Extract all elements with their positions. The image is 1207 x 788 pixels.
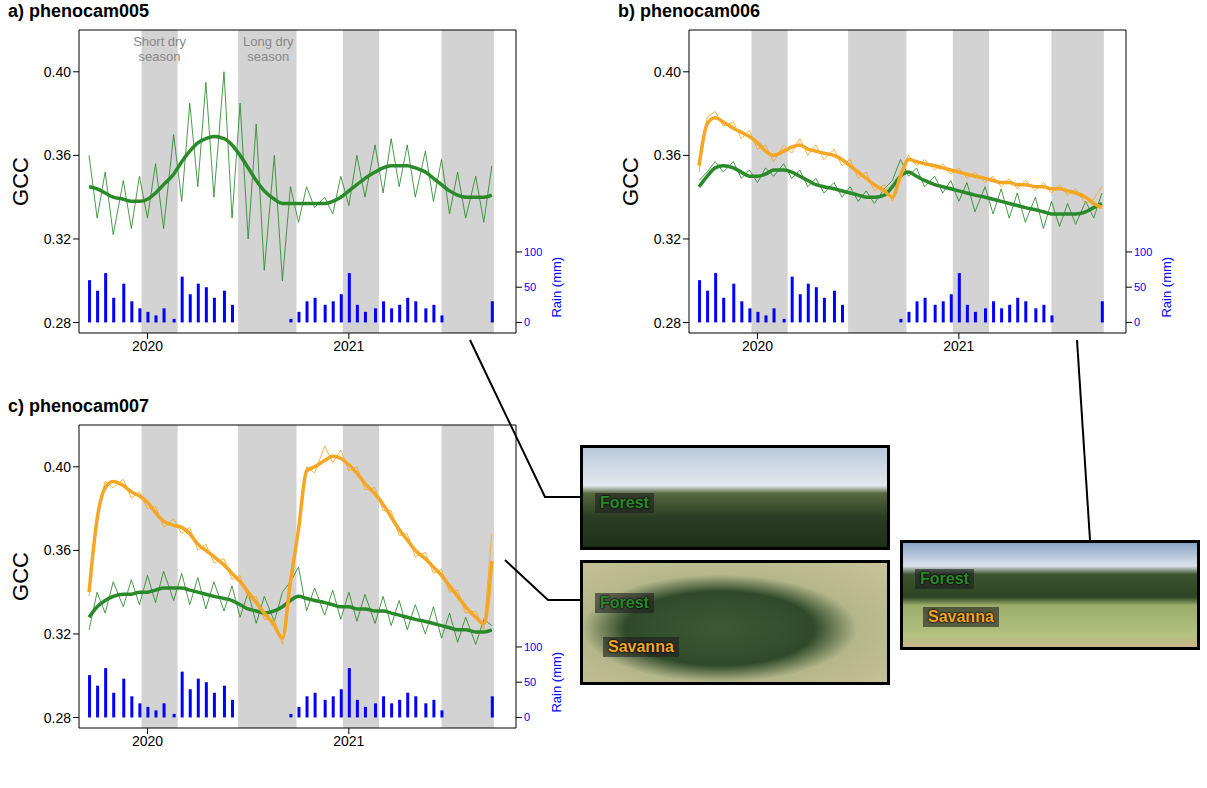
svg-text:0.40: 0.40 <box>44 459 71 475</box>
svg-text:2020: 2020 <box>132 338 163 354</box>
svg-text:50: 50 <box>524 281 536 293</box>
html-text:a) phenocam005: a) phenocam005 <box>8 1 150 21</box>
svg-text:0.40: 0.40 <box>44 64 71 80</box>
svg-text:Rain (mm): Rain (mm) <box>1159 257 1174 318</box>
svg-text:0: 0 <box>524 711 530 723</box>
html-text:c) phenocam007: c) phenocam007 <box>8 396 150 416</box>
svg-text:2020: 2020 <box>132 733 163 749</box>
svg-text:0: 0 <box>524 316 530 328</box>
html-text:Forest: Forest <box>600 593 649 611</box>
svg-text:0.36: 0.36 <box>654 147 681 163</box>
svg-text:0.28: 0.28 <box>44 710 71 726</box>
html-text:Savanna: Savanna <box>608 637 674 655</box>
svg-text:0.28: 0.28 <box>44 315 71 331</box>
html-text:b) phenocam006: b) phenocam006 <box>618 1 760 21</box>
svg-text:0.28: 0.28 <box>654 315 681 331</box>
svg-text:50: 50 <box>1134 281 1146 293</box>
svg-text:100: 100 <box>524 641 542 653</box>
svg-text:2021: 2021 <box>333 733 364 749</box>
svg-text:0.40: 0.40 <box>654 64 681 80</box>
svg-text:100: 100 <box>524 246 542 258</box>
svg-text:Rain (mm): Rain (mm) <box>549 257 564 318</box>
svg-text:0.32: 0.32 <box>44 626 71 642</box>
svg-text:0.32: 0.32 <box>654 231 681 247</box>
svg-text:0.36: 0.36 <box>44 542 71 558</box>
svg-text:0: 0 <box>1134 316 1140 328</box>
svg-text:100: 100 <box>1134 246 1152 258</box>
html-text:Forest: Forest <box>920 570 969 587</box>
svg-text:2020: 2020 <box>742 338 773 354</box>
svg-text:GCC: GCC <box>618 157 643 206</box>
svg-text:0.36: 0.36 <box>44 147 71 163</box>
svg-text:Short dryseason: Short dryseason <box>133 34 186 64</box>
svg-text:2021: 2021 <box>333 338 364 354</box>
svg-text:Rain (mm): Rain (mm) <box>549 652 564 713</box>
svg-text:2021: 2021 <box>943 338 974 354</box>
svg-text:0.32: 0.32 <box>44 231 71 247</box>
svg-text:GCC: GCC <box>8 157 33 206</box>
svg-text:Long dryseason: Long dryseason <box>243 34 294 64</box>
html-text:Savanna: Savanna <box>928 608 994 626</box>
svg-text:GCC: GCC <box>8 552 33 601</box>
svg-text:50: 50 <box>524 676 536 688</box>
html-text:Forest: Forest <box>600 493 649 511</box>
